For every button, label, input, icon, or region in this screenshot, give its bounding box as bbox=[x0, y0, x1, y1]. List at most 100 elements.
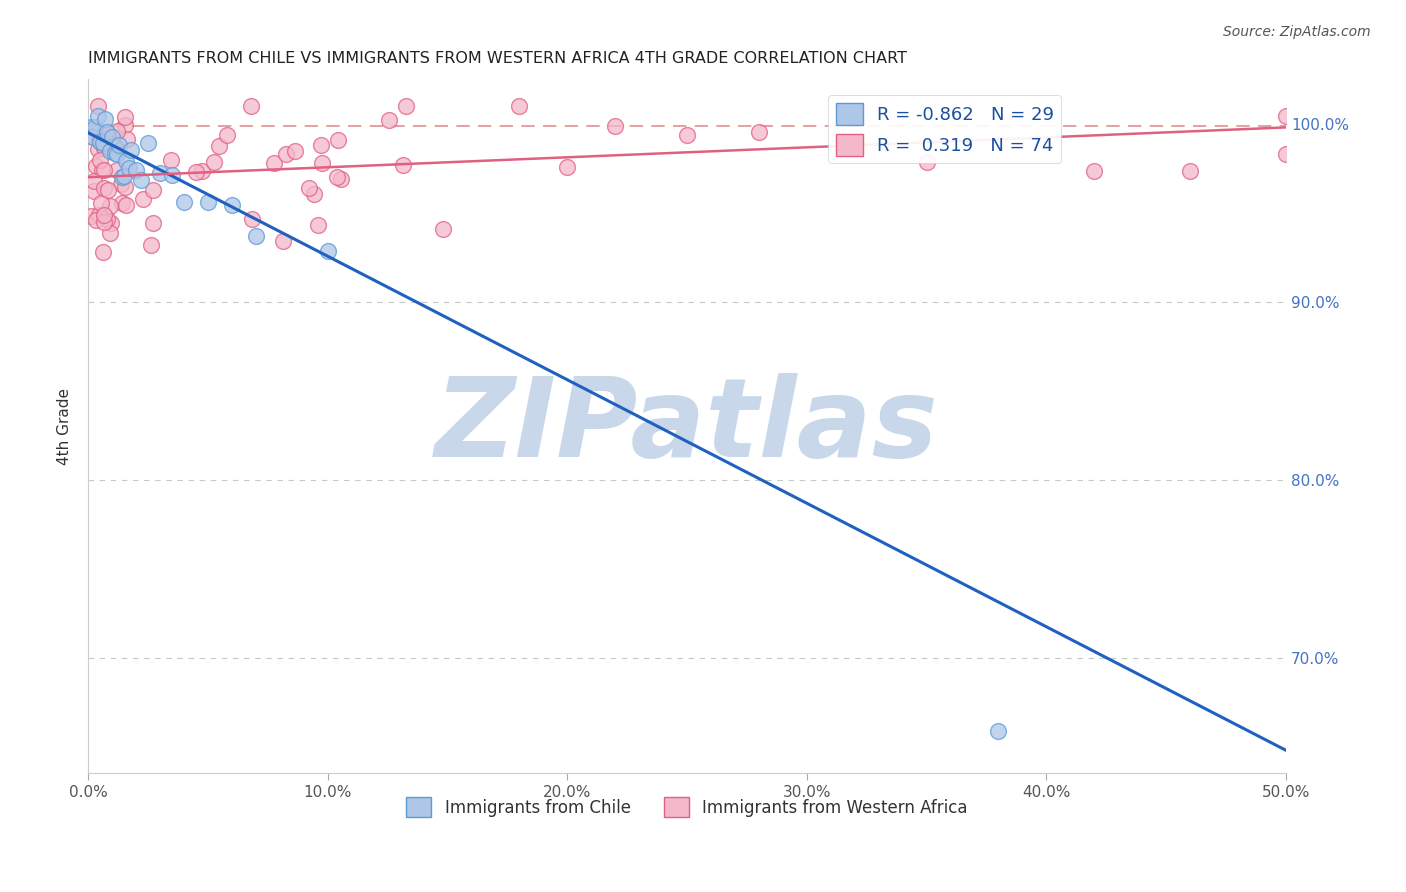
Point bbox=[160, 168, 183, 182]
Y-axis label: 4th Grade: 4th Grade bbox=[58, 388, 72, 465]
Point bbox=[97, 183, 120, 197]
Point bbox=[1083, 164, 1105, 178]
Point bbox=[173, 195, 195, 210]
Point bbox=[329, 171, 352, 186]
Point bbox=[91, 136, 114, 151]
Point bbox=[120, 144, 142, 158]
Point bbox=[271, 234, 294, 248]
Point bbox=[103, 145, 125, 160]
Point bbox=[79, 209, 101, 223]
Point bbox=[298, 180, 321, 194]
Point bbox=[395, 99, 418, 113]
Point bbox=[263, 156, 285, 170]
Point bbox=[110, 177, 132, 191]
Point bbox=[80, 129, 103, 144]
Point bbox=[328, 133, 350, 147]
Point bbox=[555, 160, 578, 174]
Point bbox=[115, 131, 138, 145]
Point bbox=[96, 125, 118, 139]
Point bbox=[149, 166, 172, 180]
Point bbox=[108, 138, 131, 153]
Point bbox=[141, 216, 163, 230]
Point bbox=[87, 109, 110, 123]
Point bbox=[93, 181, 115, 195]
Point bbox=[221, 198, 243, 212]
Point bbox=[93, 214, 115, 228]
Text: Source: ZipAtlas.com: Source: ZipAtlas.com bbox=[1223, 25, 1371, 39]
Point bbox=[93, 208, 115, 222]
Point bbox=[160, 153, 183, 168]
Point bbox=[87, 99, 110, 113]
Point bbox=[1275, 109, 1298, 123]
Point bbox=[190, 164, 212, 178]
Point bbox=[93, 141, 115, 155]
Point bbox=[240, 212, 263, 227]
Point bbox=[325, 169, 347, 184]
Point bbox=[112, 169, 135, 183]
Point bbox=[378, 113, 401, 128]
Point bbox=[111, 170, 134, 185]
Text: IMMIGRANTS FROM CHILE VS IMMIGRANTS FROM WESTERN AFRICA 4TH GRADE CORRELATION CH: IMMIGRANTS FROM CHILE VS IMMIGRANTS FROM… bbox=[89, 51, 907, 66]
Point bbox=[316, 244, 339, 258]
Point bbox=[115, 153, 138, 168]
Point bbox=[89, 208, 111, 222]
Point bbox=[82, 130, 104, 145]
Point bbox=[307, 218, 329, 232]
Point bbox=[748, 125, 770, 139]
Point bbox=[284, 144, 307, 158]
Point bbox=[100, 217, 122, 231]
Point bbox=[391, 158, 413, 172]
Point bbox=[104, 140, 127, 154]
Point bbox=[91, 245, 114, 260]
Point bbox=[114, 118, 136, 132]
Point bbox=[87, 133, 110, 147]
Point bbox=[125, 163, 148, 178]
Point bbox=[207, 139, 229, 153]
Point bbox=[304, 186, 326, 201]
Legend: Immigrants from Chile, Immigrants from Western Africa: Immigrants from Chile, Immigrants from W… bbox=[399, 790, 974, 824]
Point bbox=[96, 212, 118, 227]
Point bbox=[245, 228, 267, 243]
Point bbox=[605, 120, 627, 134]
Point bbox=[83, 185, 105, 199]
Point bbox=[105, 147, 128, 161]
Point bbox=[98, 227, 121, 241]
Point bbox=[676, 128, 699, 142]
Point bbox=[240, 99, 263, 113]
Point bbox=[114, 110, 136, 124]
Point bbox=[131, 193, 153, 207]
Point bbox=[79, 120, 101, 134]
Point bbox=[202, 155, 225, 169]
Point bbox=[87, 142, 110, 156]
Point bbox=[114, 198, 136, 212]
Point bbox=[84, 159, 107, 173]
Point bbox=[91, 162, 114, 177]
Point bbox=[1275, 147, 1298, 161]
Point bbox=[84, 120, 107, 135]
Point bbox=[98, 144, 121, 158]
Point bbox=[90, 195, 112, 210]
Text: ZIPatlas: ZIPatlas bbox=[436, 373, 939, 480]
Point bbox=[98, 199, 121, 213]
Point bbox=[129, 173, 152, 187]
Point bbox=[93, 163, 115, 178]
Point bbox=[97, 128, 120, 142]
Point bbox=[83, 174, 105, 188]
Point bbox=[114, 180, 136, 194]
Point bbox=[89, 153, 111, 167]
Point bbox=[118, 161, 141, 176]
Point bbox=[432, 221, 454, 235]
Point bbox=[311, 156, 333, 170]
Point bbox=[139, 238, 162, 252]
Point bbox=[184, 164, 207, 178]
Point bbox=[111, 196, 134, 211]
Point bbox=[94, 112, 117, 126]
Point bbox=[105, 163, 128, 178]
Point bbox=[142, 183, 165, 197]
Point bbox=[276, 146, 298, 161]
Point bbox=[101, 130, 124, 145]
Point bbox=[987, 723, 1010, 738]
Point bbox=[89, 135, 111, 149]
Point bbox=[915, 155, 938, 169]
Point bbox=[105, 124, 128, 138]
